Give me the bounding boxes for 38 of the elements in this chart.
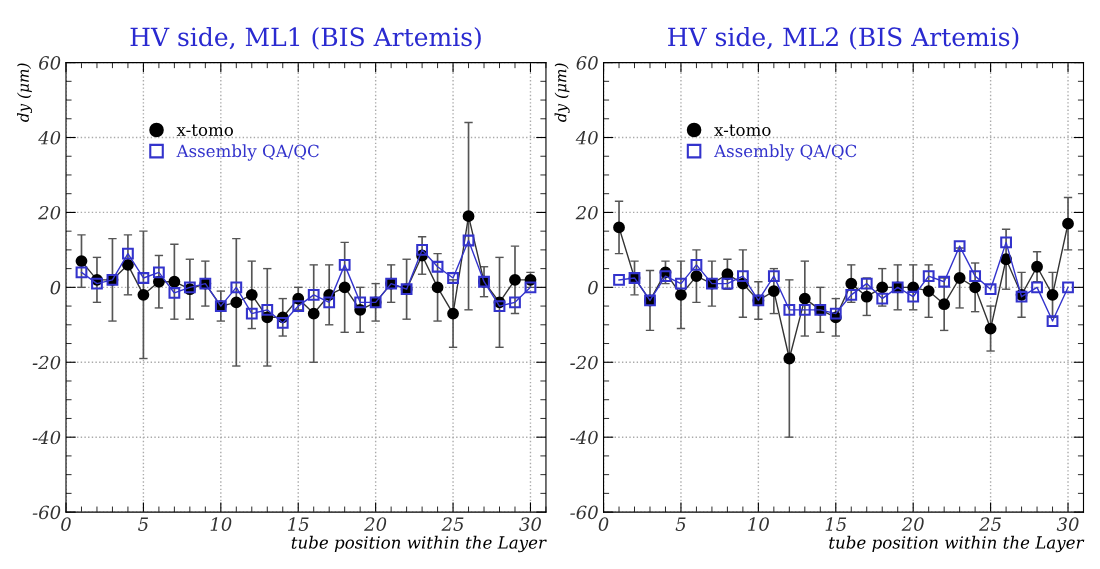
legend-label: Assembly QA/QC bbox=[176, 144, 319, 161]
x-tick-label: 20 bbox=[364, 517, 387, 531]
x-tick-label: 5 bbox=[675, 517, 686, 531]
x-tick-label: 15 bbox=[288, 517, 309, 531]
y-tick-label: 40 bbox=[575, 130, 598, 145]
y-axis-title: dy (μm) bbox=[554, 63, 570, 122]
chart-title: HV side, ML2 (BIS Artemis) bbox=[668, 26, 1019, 50]
y-tick-label: 20 bbox=[575, 205, 598, 220]
y-tick-label: -20 bbox=[570, 355, 598, 370]
y-tick-label: 0 bbox=[588, 280, 598, 295]
x-tick-label: 20 bbox=[901, 517, 924, 531]
x-axis-title: tube position within the Layer bbox=[829, 535, 1085, 553]
x-tick-label: 0 bbox=[61, 517, 71, 531]
y-axis-title: dy (μm) bbox=[17, 63, 33, 122]
x-tick-label: 10 bbox=[748, 517, 769, 531]
y-tick-label: -40 bbox=[570, 430, 598, 445]
legend-label: Assembly QA/QC bbox=[713, 144, 857, 161]
y-tick-label: -40 bbox=[32, 430, 61, 445]
x-tick-label: 30 bbox=[1056, 517, 1079, 531]
y-tick-label: -60 bbox=[570, 505, 598, 520]
x-tick-label: 10 bbox=[210, 517, 232, 531]
y-tick-label: 20 bbox=[38, 205, 61, 220]
y-tick-label: 0 bbox=[50, 280, 61, 295]
x-tick-label: 5 bbox=[138, 517, 149, 531]
y-tick-label: 60 bbox=[576, 56, 598, 70]
chart-title: HV side, ML1 (BIS Artemis) bbox=[130, 26, 481, 50]
y-tick-label: -20 bbox=[32, 355, 61, 370]
y-tick-label: -60 bbox=[32, 505, 61, 520]
x-tick-label: 0 bbox=[598, 517, 609, 531]
x-tick-label: 25 bbox=[979, 517, 1001, 531]
y-tick-label: 60 bbox=[39, 56, 61, 70]
x-axis-title: tube position within the Layer bbox=[291, 535, 547, 553]
x-tick-label: 30 bbox=[519, 517, 542, 531]
y-tick-label: 40 bbox=[38, 130, 61, 145]
x-tick-label: 25 bbox=[441, 517, 464, 531]
legend-label: x-tomo bbox=[176, 124, 233, 137]
legend-label: x-tomo bbox=[714, 124, 771, 137]
x-tick-label: 15 bbox=[825, 517, 847, 531]
